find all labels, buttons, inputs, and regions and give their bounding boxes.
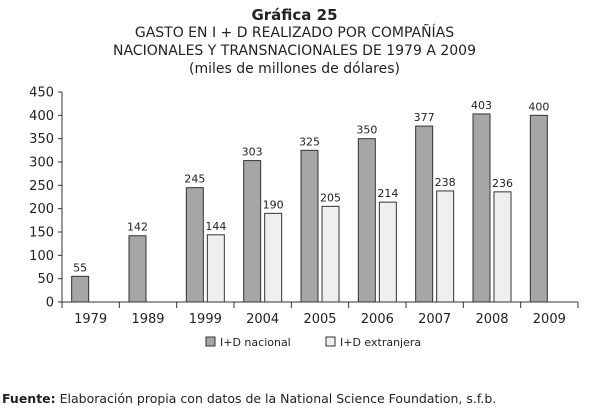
y-tick-label: 350 (29, 132, 54, 147)
legend-swatch (205, 336, 216, 347)
chart-subtitle: (miles de millones de dólares) (189, 61, 400, 77)
y-tick-label: 250 (29, 179, 54, 194)
data-label: 142 (127, 221, 148, 234)
bar-nacional (529, 114, 548, 303)
x-tick-label: 2009 (533, 312, 566, 327)
bar-nacional (415, 125, 434, 303)
data-label: 403 (471, 99, 492, 112)
legend-swatch (325, 336, 336, 347)
bar-extranjera (378, 201, 397, 303)
data-label: 325 (299, 135, 320, 148)
y-tick-label: 150 (29, 226, 54, 241)
bar-extranjera (321, 205, 340, 303)
data-label: 238 (435, 176, 456, 189)
x-tick-label: 2006 (361, 312, 394, 327)
source-label: Fuente: (2, 391, 56, 406)
data-label: 144 (205, 220, 226, 233)
y-tick-label: 100 (29, 249, 54, 264)
y-tick-label: 50 (37, 272, 54, 287)
x-tick-label: 1999 (189, 312, 222, 327)
bar-extranjera (493, 191, 512, 303)
x-tick-label: 2008 (475, 312, 508, 327)
x-tick-label: 1989 (131, 312, 164, 327)
y-tick-label: 450 (29, 86, 54, 101)
bar-nacional (243, 160, 262, 303)
source-note: Fuente: Elaboración propia con datos de … (2, 391, 496, 406)
data-label: 245 (184, 173, 205, 186)
legend-label: I+D nacional (220, 336, 291, 349)
y-tick-label: 200 (29, 202, 54, 217)
y-tick-label: 0 (46, 296, 54, 311)
y-tick-label: 300 (29, 156, 54, 171)
bar-nacional (185, 187, 204, 303)
chart-title-line-1: GASTO EN I + D REALIZADO POR COMPAÑÍAS (134, 25, 455, 41)
data-label: 350 (356, 124, 377, 137)
x-tick-label: 2005 (303, 312, 336, 327)
x-tick-label: 2004 (246, 312, 279, 327)
bar-nacional (472, 113, 491, 303)
data-label: 214 (377, 187, 398, 200)
bar-nacional (71, 275, 90, 303)
x-tick-label: 2007 (418, 312, 451, 327)
bar-nacional (300, 149, 319, 303)
bar-extranjera (436, 190, 455, 303)
bar-extranjera (206, 234, 225, 303)
bar-extranjera (264, 212, 283, 303)
bar-nacional (128, 235, 147, 303)
data-label: 303 (242, 146, 263, 159)
source-text: Elaboración propia con datos de la Natio… (55, 391, 497, 406)
bar-nacional (357, 138, 376, 303)
data-label: 236 (492, 177, 513, 190)
y-tick-label: 400 (29, 109, 54, 124)
data-label: 377 (414, 111, 435, 124)
chart-title-line-2: NACIONALES Y TRANSNACIONALES DE 1979 A 2… (113, 43, 476, 59)
legend-label: I+D extranjera (340, 336, 421, 349)
data-label: 205 (320, 191, 341, 204)
chart-titles: Gráfica 25 GASTO EN I + D REALIZADO POR … (0, 0, 589, 78)
data-label: 55 (73, 261, 87, 274)
data-label: 400 (528, 100, 549, 113)
data-label: 190 (263, 198, 284, 211)
figure-label: Gráfica 25 (251, 6, 338, 24)
x-tick-label: 1979 (74, 312, 107, 327)
